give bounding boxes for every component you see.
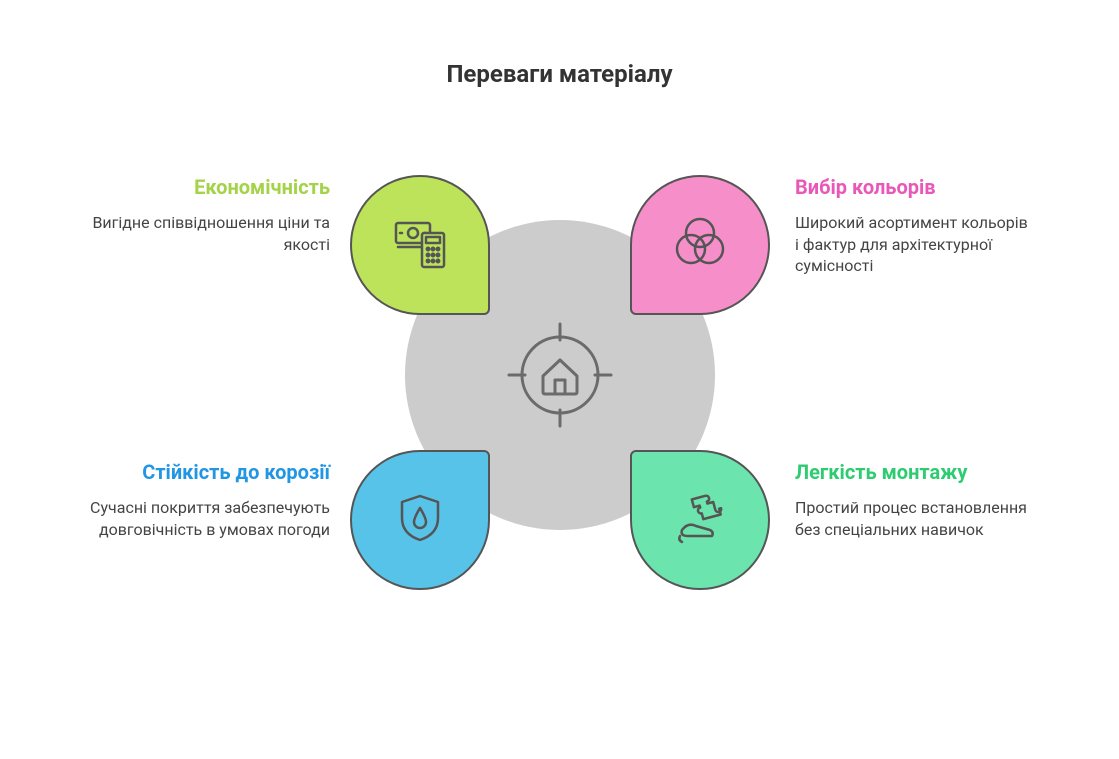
- bubble-install: [630, 450, 770, 590]
- hand-puzzle-icon: [670, 488, 730, 552]
- desc-install: Простий процес встановлення без спеціаль…: [795, 497, 1035, 540]
- text-colors: Вибір кольорів Широкий асортимент кольор…: [795, 175, 1035, 277]
- text-install: Легкість монтажу Простий процес встановл…: [795, 460, 1035, 540]
- desc-corrosion: Сучасні покриття забезпечують довговічні…: [90, 497, 330, 540]
- bubble-colors: [630, 175, 770, 315]
- bubble-corrosion: [350, 450, 490, 590]
- heading-install: Легкість монтажу: [795, 460, 1035, 485]
- desc-colors: Широкий асортимент кольорів і фактур для…: [795, 212, 1035, 277]
- house-target-icon: [505, 320, 615, 430]
- heading-economy: Економічність: [90, 175, 330, 200]
- venn-colors-icon: [670, 213, 730, 277]
- money-calculator-icon: [388, 211, 452, 279]
- text-corrosion: Стійкість до корозії Сучасні покриття за…: [90, 460, 330, 540]
- bubble-economy: [350, 175, 490, 315]
- text-economy: Економічність Вигідне співвідношення цін…: [90, 175, 330, 255]
- heading-colors: Вибір кольорів: [795, 175, 1035, 200]
- desc-economy: Вигідне співвідношення ціни та якості: [90, 212, 330, 255]
- shield-drop-icon: [392, 490, 448, 550]
- heading-corrosion: Стійкість до корозії: [90, 460, 330, 485]
- page-title: Переваги матеріалу: [0, 60, 1119, 88]
